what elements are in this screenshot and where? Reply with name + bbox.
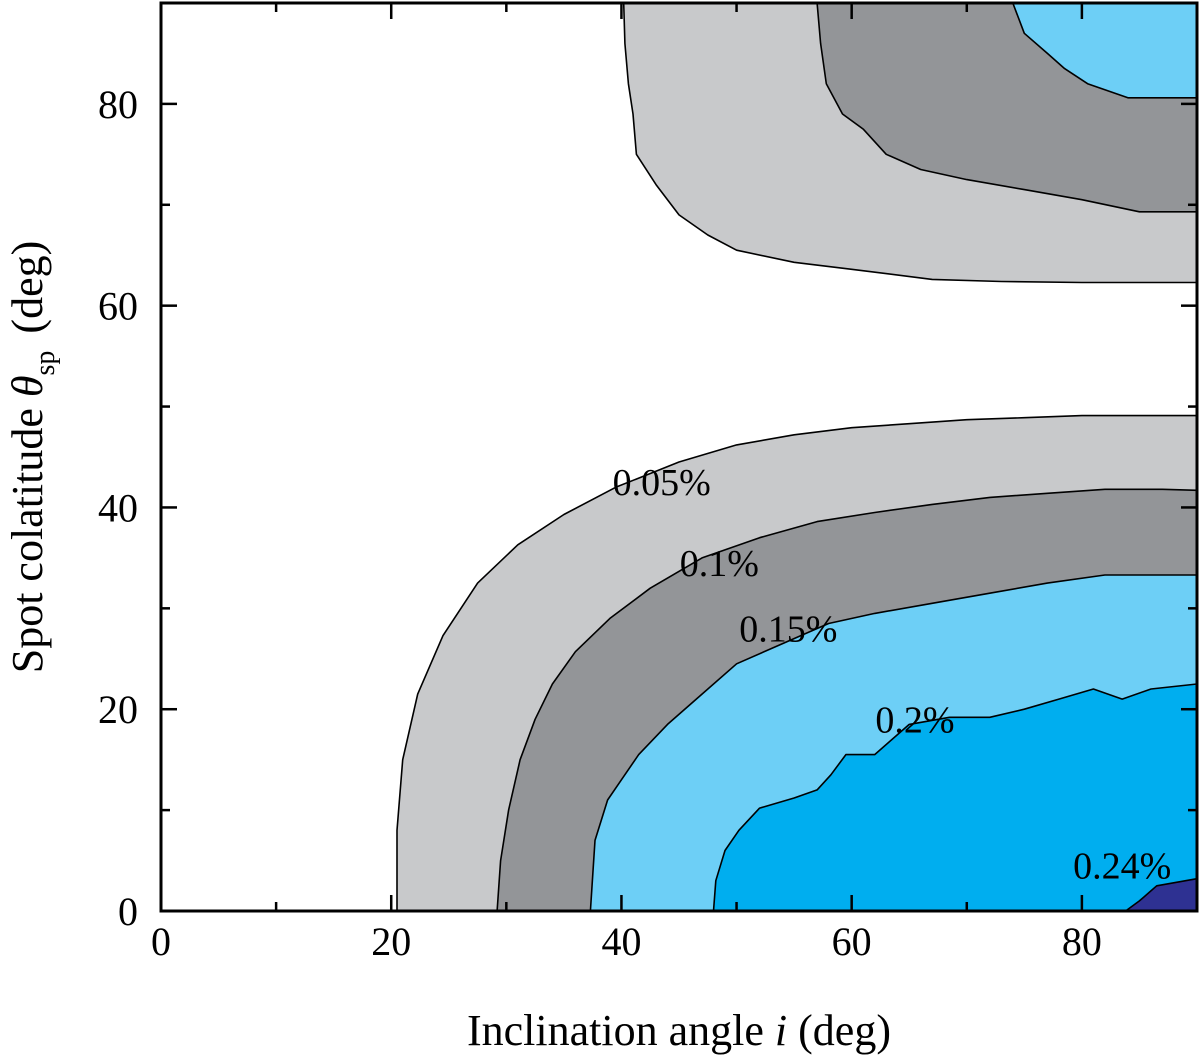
x-axis-title: Inclination angle i (deg) [467,1006,891,1055]
contour-label: 0.24% [1073,846,1171,888]
y-tick-label: 20 [98,687,138,732]
contour-regions [396,3,1197,911]
x-tick-labels: 0 20 40 60 80 [151,919,1102,964]
contour-region-bot-0.2 [712,683,1197,911]
x-tick-label: 60 [832,919,872,964]
y-tick-label: 0 [118,889,138,934]
y-tick-label: 60 [98,284,138,329]
contour-label: 0.15% [739,609,837,651]
y-axis-title: Spot colatitude θsp (deg) [3,241,61,674]
contour-level-labels: 0.05% 0.1% 0.15% 0.2% 0.24% [613,462,1172,887]
contour-region-bot-0.24 [1124,877,1197,911]
contour-region-top-0.15 [1011,3,1197,99]
axis-ticks [159,1,1199,913]
contour-label: 0.1% [680,543,759,585]
x-tick-label: 80 [1062,919,1102,964]
y-tick-label: 80 [98,82,138,127]
y-tick-labels: 0 20 40 60 80 [98,82,138,934]
x-tick-label: 0 [151,919,171,964]
y-tick-label: 40 [98,485,138,530]
contour-label: 0.2% [875,699,954,741]
x-tick-label: 20 [371,919,411,964]
plot-frame [159,1,1199,913]
x-tick-label: 40 [601,919,641,964]
contour-label: 0.05% [613,462,711,504]
